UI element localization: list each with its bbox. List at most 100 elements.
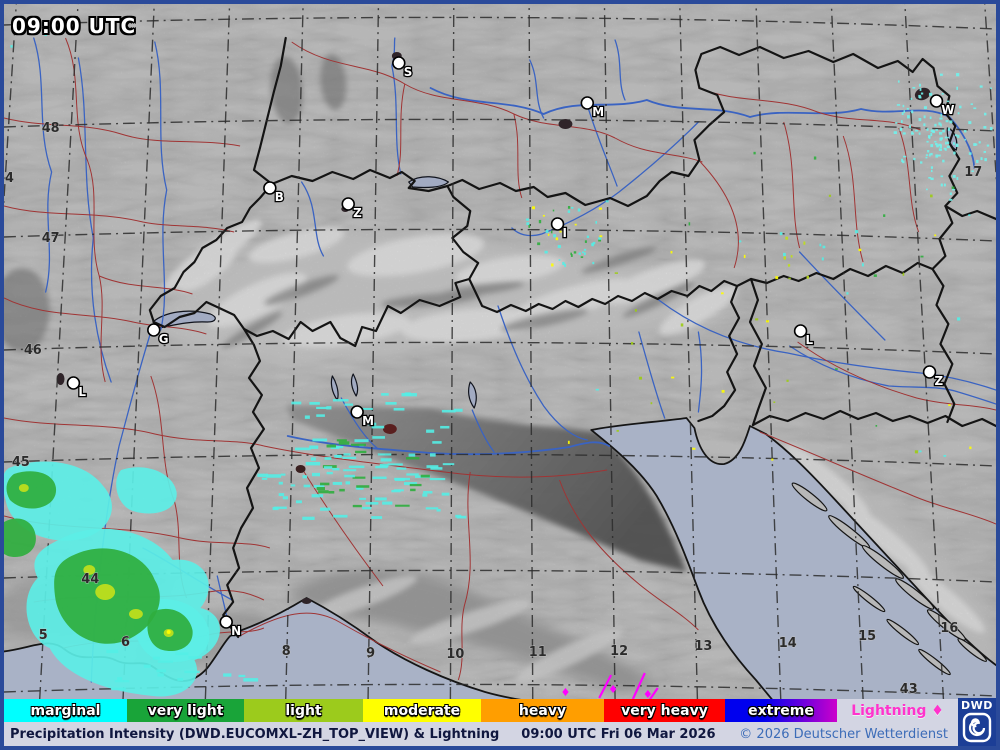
precip-speckle-cluster — [525, 206, 603, 267]
city-dot-icon — [580, 96, 595, 110]
grid-coordinate-label: 4 — [5, 171, 14, 186]
precip-blob — [116, 467, 177, 514]
city-label: M — [362, 414, 374, 428]
grid-coordinate-label: 15 — [858, 629, 876, 644]
lightning-stroke — [648, 687, 659, 699]
lightning-diamond-icon — [562, 688, 569, 696]
product-title: Precipitation Intensity (DWD.EUCOMXL-ZH_… — [10, 726, 500, 742]
city-label: I — [562, 226, 566, 240]
city-label: Z — [353, 206, 362, 220]
longitude-line — [603, 4, 616, 699]
latitude-line — [4, 341, 996, 355]
lake-como — [350, 373, 359, 397]
legend-segment-label: marginal — [30, 702, 101, 719]
city-dot-icon — [66, 376, 81, 390]
longitude-line — [830, 4, 864, 699]
precip-speckle-cluster — [10, 17, 64, 48]
city-dot-icon — [392, 56, 406, 70]
city-label: L — [78, 385, 86, 399]
longitude-line — [904, 4, 945, 699]
latitude-line — [4, 453, 996, 467]
grid-coordinate-label: 16 — [940, 621, 958, 636]
longitude-line — [367, 4, 380, 699]
status-bar: Precipitation Intensity (DWD.EUCOMXL-ZH_… — [4, 722, 996, 746]
country-borders-layer — [148, 36, 996, 639]
grid-coordinate-label: 10 — [446, 647, 464, 662]
city-marker: B — [263, 181, 285, 205]
city-dot-icon — [341, 197, 355, 211]
city-marker: M — [350, 405, 375, 429]
longitude-line — [204, 4, 231, 699]
city-marker: N — [219, 615, 242, 639]
precip-speckle-cluster — [106, 649, 259, 691]
legend-segment-extreme: extreme — [725, 699, 837, 722]
grid-coordinate-label: 6 — [121, 635, 130, 650]
lightning-diamond-icon — [609, 685, 617, 693]
grid-coordinate-label: 46 — [24, 343, 42, 358]
legend-segment-heavy: heavy — [481, 699, 604, 722]
precip-core — [166, 630, 171, 634]
lightning-stroke — [598, 674, 613, 699]
city-marker: L — [793, 324, 815, 348]
legend-segment-label: moderate — [383, 702, 461, 719]
copyright-text: © 2026 Deutscher Wetterdienst — [739, 726, 948, 742]
longitude-line — [528, 4, 534, 699]
city-label: G — [159, 332, 169, 346]
city-marker: Z — [922, 365, 945, 389]
precip-core — [128, 609, 143, 619]
lake-garda — [468, 381, 477, 409]
dwd-logo: DWD — [958, 698, 996, 746]
precip-core — [83, 565, 96, 575]
city-marker: L — [66, 376, 88, 400]
grid-coordinate-label: 45 — [12, 455, 30, 470]
grid-coordinate-label: 12 — [610, 644, 628, 659]
city-marker: G — [147, 323, 170, 347]
longitude-line — [755, 4, 782, 699]
precipitation-legend: marginal very light light moderate heavy very… — [4, 699, 996, 722]
precip-blob — [4, 518, 36, 558]
city-dot-icon — [219, 615, 233, 629]
dwd-logo-text: DWD — [961, 699, 993, 712]
city-dot-icon — [147, 323, 161, 337]
city-dot-icon — [922, 365, 937, 379]
dwd-cyclone-icon — [962, 712, 992, 743]
longitude-line — [679, 4, 699, 699]
city-marker: M — [580, 96, 605, 120]
precip-blob — [6, 471, 57, 509]
legend-segment-marginal: marginal — [4, 699, 127, 722]
city-label: Z — [934, 374, 943, 388]
grid-coordinate-label: 17 — [964, 165, 982, 180]
longitude-line — [122, 4, 155, 699]
precip-core — [95, 584, 116, 600]
grid-coordinate-label: 47 — [42, 231, 60, 246]
legend-segment-label: light — [285, 702, 322, 719]
precip-speckle-cluster — [291, 392, 467, 520]
precipitation-layer — [4, 17, 993, 697]
precip-speckle-cluster — [779, 230, 864, 295]
city-label: B — [275, 190, 284, 204]
precip-speckle-cluster — [893, 73, 993, 201]
status-datetime: 09:00 UTC Fri 06 Mar 2026 — [521, 726, 716, 742]
city-marker: S — [392, 56, 414, 80]
grid-coordinate-label: 11 — [529, 645, 547, 660]
city-label: M — [592, 105, 604, 119]
legend-segment-very-heavy: very heavy — [604, 699, 725, 722]
city-dot-icon — [350, 405, 364, 419]
lightning-layer — [562, 672, 659, 699]
grid-coordinate-label: 13 — [694, 639, 712, 654]
lightning-diamond-icon — [644, 690, 651, 698]
precip-speckle-cluster — [564, 151, 972, 461]
city-marker: Z — [341, 197, 363, 221]
grid-coordinate-label: 43 — [900, 682, 918, 697]
city-dot-icon — [550, 217, 565, 231]
city-label: S — [404, 65, 413, 79]
city-markers-layer: S M W B Z I G L Z L M N — [66, 56, 956, 639]
legend-segment-label: extreme — [748, 702, 814, 719]
map-time-label: 09:00 UTC — [12, 14, 137, 38]
lightning-stroke — [631, 672, 646, 699]
longitude-line — [984, 4, 996, 185]
